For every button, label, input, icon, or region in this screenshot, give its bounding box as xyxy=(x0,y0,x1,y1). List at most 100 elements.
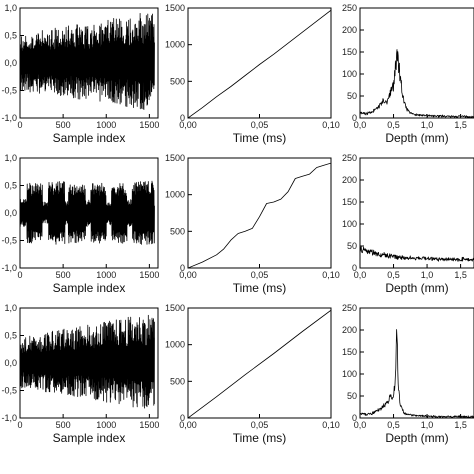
series-line-r1c1 xyxy=(20,13,155,110)
x-tick-label: 1000 xyxy=(96,120,116,130)
x-tick-label: 1,5 xyxy=(454,420,467,430)
panel-r1c3: 0 50 100 150 200 250 0,0 0,5 1,0 1,5 Depth (mm) xyxy=(342,3,474,145)
x-axis-label: Time (ms) xyxy=(233,431,287,445)
x-tick-label: 1,5 xyxy=(454,120,467,130)
x-tick-label: 0,5 xyxy=(387,420,400,430)
x-tick-label: 0,0 xyxy=(354,120,367,130)
series-line-r2c2 xyxy=(188,162,331,268)
y-tick-label: 1000 xyxy=(165,40,185,50)
y-tick-label: 0,0 xyxy=(4,358,17,368)
y-tick-label: 1,0 xyxy=(4,3,17,13)
y-tick-label: 0,0 xyxy=(4,208,17,218)
x-tick-label: 0 xyxy=(17,120,22,130)
x-tick-label: 1000 xyxy=(96,420,116,430)
y-tick-label: 100 xyxy=(342,69,357,79)
x-tick-label: 500 xyxy=(56,120,71,130)
series-line-r3c1 xyxy=(20,314,155,409)
x-tick-label: 0,00 xyxy=(179,420,197,430)
y-tick-label: 50 xyxy=(347,241,357,251)
y-tick-label: 500 xyxy=(170,76,185,86)
plot-frame-r1c2 xyxy=(187,7,332,119)
series-line-r2c3 xyxy=(360,246,474,262)
series-line-r3c2 xyxy=(188,309,331,418)
x-tick-label: 0,05 xyxy=(251,270,269,280)
series-line-r1c2 xyxy=(188,9,331,118)
x-axis-label: Time (ms) xyxy=(233,131,287,145)
y-tick-label: 200 xyxy=(342,25,357,35)
x-axis-label: Sample index xyxy=(53,431,126,445)
y-tick-label: 50 xyxy=(347,91,357,101)
y-tick-label: 0 xyxy=(352,263,357,273)
y-tick-label: 1000 xyxy=(165,190,185,200)
x-tick-label: 1500 xyxy=(139,120,159,130)
x-axis-label: Time (ms) xyxy=(233,281,287,295)
x-tick-label: 0,10 xyxy=(322,120,340,130)
y-tick-label: 0 xyxy=(180,263,185,273)
panel-r2c1: -1,0 -0,5 0,0 0,5 1,0 0 500 1000 1500 Sample inde… xyxy=(1,153,159,295)
x-tick-label: 0,5 xyxy=(387,270,400,280)
x-tick-label: 1,5 xyxy=(454,270,467,280)
y-tick-label: 0,5 xyxy=(4,31,17,41)
panel-r3c3: 0 50 100 150 200 250 0,0 0,5 1,0 1,5 Depth (mm) xyxy=(342,303,474,445)
panel-r1c2: 0 500 1000 1500 0,00 0,05 0,10 Time (ms) xyxy=(165,3,340,145)
series-line-r3c3 xyxy=(360,329,474,418)
y-tick-label: 150 xyxy=(342,47,357,57)
x-tick-label: 0,00 xyxy=(179,270,197,280)
x-tick-label: 1,0 xyxy=(421,270,434,280)
x-tick-label: 1500 xyxy=(139,420,159,430)
panel-r3c2: 0 500 1000 1500 0,00 0,05 0,10 Time (ms) xyxy=(165,303,340,445)
y-tick-label: -0,5 xyxy=(1,236,17,246)
y-tick-label: 250 xyxy=(342,303,357,313)
y-tick-label: 0 xyxy=(352,113,357,123)
plot-frame-r2c3 xyxy=(359,157,474,269)
y-tick-label: 250 xyxy=(342,153,357,163)
x-tick-label: 0,10 xyxy=(322,270,340,280)
panel-r2c2: 0 500 1000 1500 0,00 0,05 0,10 Time (ms) xyxy=(165,153,340,295)
x-tick-label: 0,10 xyxy=(322,420,340,430)
x-axis-label: Depth (mm) xyxy=(385,431,448,445)
x-tick-label: 0 xyxy=(17,420,22,430)
y-tick-label: 0 xyxy=(180,113,185,123)
x-tick-label: 500 xyxy=(56,420,71,430)
plot-frame-r3c2 xyxy=(187,307,332,419)
y-tick-label: 250 xyxy=(342,3,357,13)
x-tick-label: 0 xyxy=(17,270,22,280)
y-tick-label: 150 xyxy=(342,347,357,357)
panel-r3c1: -1,0 -0,5 0,0 0,5 1,0 0 500 1000 1500 Sample inde… xyxy=(1,303,159,445)
x-axis-label: Depth (mm) xyxy=(385,281,448,295)
y-tick-label: -0,5 xyxy=(1,386,17,396)
x-axis-label: Depth (mm) xyxy=(385,131,448,145)
x-tick-label: 1000 xyxy=(96,270,116,280)
panel-r1c1: -1,0 -0,5 0,0 0,5 1,0 0 500 1000 1500 Sample inde… xyxy=(1,3,159,145)
x-tick-label: 0,5 xyxy=(387,120,400,130)
y-tick-label: 1500 xyxy=(165,153,185,163)
y-tick-label: 100 xyxy=(342,219,357,229)
x-tick-label: 0,05 xyxy=(251,420,269,430)
y-tick-label: 0,0 xyxy=(4,58,17,68)
plot-frame-r3c3 xyxy=(359,307,474,419)
y-tick-label: 1,0 xyxy=(4,303,17,313)
y-tick-label: 1000 xyxy=(165,340,185,350)
series-line-r1c3 xyxy=(360,49,474,118)
x-axis-label: Sample index xyxy=(53,131,126,145)
x-tick-label: 1,0 xyxy=(421,120,434,130)
x-axis-label: Sample index xyxy=(53,281,126,295)
y-tick-label: 0,5 xyxy=(4,331,17,341)
y-tick-label: 100 xyxy=(342,369,357,379)
x-tick-label: 0,05 xyxy=(251,120,269,130)
x-tick-label: 0,0 xyxy=(354,270,367,280)
y-tick-label: 1500 xyxy=(165,303,185,313)
y-tick-label: 1,0 xyxy=(4,153,17,163)
y-tick-label: 50 xyxy=(347,391,357,401)
y-tick-label: 0 xyxy=(352,413,357,423)
series-line-r2c1 xyxy=(20,180,155,245)
y-tick-label: 200 xyxy=(342,175,357,185)
x-tick-label: 0,00 xyxy=(179,120,197,130)
y-tick-label: 0 xyxy=(180,413,185,423)
y-tick-label: 1500 xyxy=(165,3,185,13)
y-tick-label: 150 xyxy=(342,197,357,207)
x-tick-label: 1500 xyxy=(139,270,159,280)
y-tick-label: -1,0 xyxy=(1,113,17,123)
y-tick-label: -0,5 xyxy=(1,86,17,96)
